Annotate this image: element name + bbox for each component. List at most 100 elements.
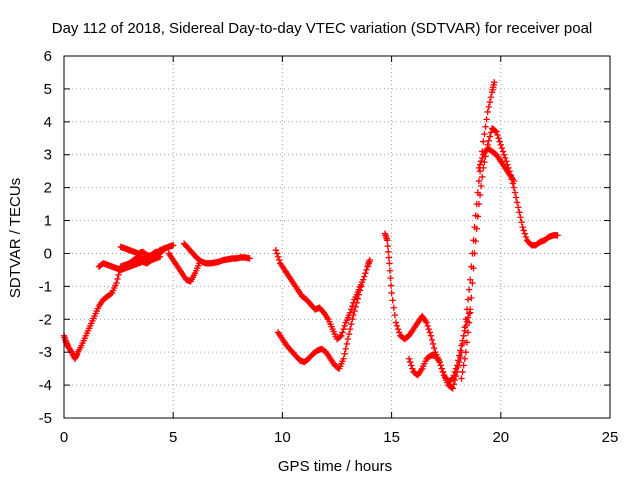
data-point — [427, 332, 435, 339]
y-tick-label: -4 — [39, 377, 52, 394]
data-point — [392, 319, 400, 326]
data-point — [385, 254, 393, 261]
data-point — [347, 306, 355, 313]
data-point — [355, 291, 363, 298]
data-point — [465, 310, 473, 317]
data-series — [458, 125, 561, 382]
data-point — [517, 214, 524, 221]
x-tick-label: 0 — [60, 429, 68, 446]
data-point — [501, 154, 509, 162]
data-point — [500, 151, 508, 158]
data-point — [475, 200, 483, 208]
x-tick-label: 25 — [602, 429, 619, 446]
data-point — [482, 123, 489, 130]
data-point — [156, 253, 164, 260]
data-point — [425, 325, 432, 333]
data-point — [429, 340, 437, 348]
data-point — [494, 131, 501, 139]
data-point — [405, 355, 413, 362]
data-point — [475, 164, 483, 172]
data-point — [275, 256, 283, 264]
data-point — [341, 350, 348, 358]
data-point — [274, 253, 282, 260]
data-point — [459, 368, 466, 376]
data-point — [451, 376, 459, 384]
data-point — [349, 316, 356, 323]
data-point — [467, 276, 474, 283]
data-point — [388, 289, 395, 297]
data-point — [356, 287, 364, 294]
data-point — [384, 242, 391, 250]
data-point — [428, 336, 436, 344]
data-point — [114, 275, 121, 283]
data-point — [474, 213, 482, 220]
data-point — [342, 345, 349, 353]
data-point — [463, 339, 471, 346]
data-point — [390, 304, 397, 311]
y-tick-label: 0 — [44, 245, 52, 262]
data-point — [471, 250, 478, 257]
data-point — [457, 353, 464, 361]
data-point — [391, 311, 399, 319]
plot-frame — [63, 55, 611, 419]
data-point — [472, 237, 479, 245]
data-point — [487, 129, 495, 136]
data-point — [476, 167, 484, 175]
data-point — [344, 335, 352, 343]
data-point — [349, 302, 356, 310]
data-point — [498, 144, 506, 152]
data-point — [515, 204, 522, 211]
data-point — [341, 322, 348, 330]
data-point — [520, 227, 527, 234]
data-point — [273, 250, 281, 257]
y-axis-label: SDTVAR / TECUs — [7, 178, 24, 298]
data-point — [510, 177, 518, 185]
data-series — [165, 250, 203, 285]
data-point — [453, 368, 461, 376]
data-point — [467, 309, 474, 316]
data-point — [351, 307, 358, 315]
data-point — [396, 329, 403, 336]
data-point — [487, 93, 495, 101]
data-point — [518, 218, 525, 226]
data-point — [554, 232, 561, 239]
data-point — [473, 225, 480, 232]
data-point — [338, 332, 345, 339]
x-axis-label: GPS time / hours — [278, 458, 392, 475]
data-point — [469, 279, 476, 287]
data-point — [484, 108, 491, 116]
data-point — [366, 256, 373, 264]
data-point — [387, 274, 394, 282]
data-point — [350, 311, 357, 319]
data-point — [503, 158, 510, 165]
data-point — [461, 324, 468, 331]
data-point — [448, 376, 455, 383]
data-point — [456, 358, 463, 366]
data-point — [495, 135, 502, 142]
data-series — [405, 79, 498, 392]
data-point — [345, 330, 353, 338]
data-point — [385, 248, 392, 256]
y-tick-label: 6 — [44, 48, 52, 65]
data-point — [480, 138, 487, 145]
data-point — [449, 385, 456, 392]
data-point — [513, 199, 521, 206]
y-tick-label: 4 — [44, 114, 52, 131]
x-tick-label: 20 — [492, 429, 509, 446]
grid-lines — [64, 56, 610, 418]
data-series — [272, 246, 373, 343]
data-point — [477, 158, 485, 165]
data-point — [464, 296, 472, 303]
data-point — [346, 309, 354, 316]
data-points — [60, 79, 561, 392]
data-point — [386, 260, 393, 267]
data-point — [113, 279, 120, 287]
data-point — [486, 133, 494, 140]
x-tick-label: 15 — [383, 429, 400, 446]
data-point — [115, 271, 122, 279]
data-point — [360, 276, 367, 283]
data-point — [340, 325, 347, 333]
data-point — [423, 319, 430, 326]
